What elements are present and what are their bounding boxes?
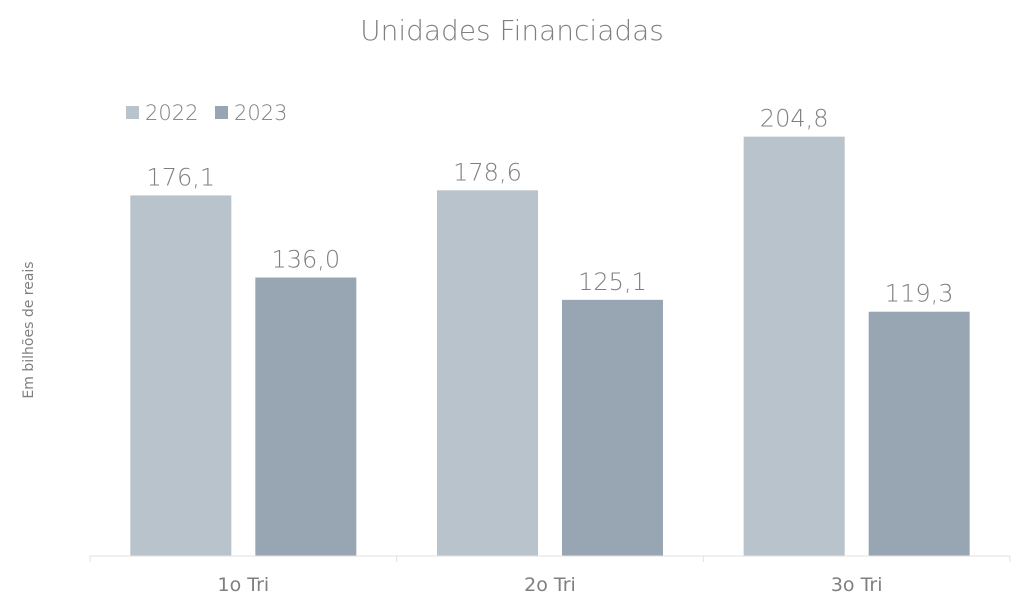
x-axis: 1o Tri 2o Tri 3o Tri (89, 555, 1011, 596)
legend-label-2023: 2023 (234, 101, 287, 125)
legend-swatch-2023 (215, 106, 228, 119)
bar-2023-2 (562, 299, 663, 556)
x-tick-label-1: 1o Tri (218, 574, 270, 596)
data-label-2023-3: 119,3 (885, 280, 954, 308)
x-tick-label-3: 3o Tri (831, 574, 883, 596)
data-labels-group: 176,1 136,0 178,6 125,1 204,8 119,3 (146, 105, 953, 308)
x-tick-label-2: 2o Tri (524, 574, 576, 596)
bar-2022-1 (130, 195, 232, 556)
bar-2022-2 (437, 190, 538, 557)
chart-title: Unidades Financiadas (360, 14, 664, 47)
bar-2023-1 (255, 277, 357, 556)
data-label-2022-3: 204,8 (760, 105, 829, 133)
legend-label-2022: 2022 (145, 101, 198, 125)
bars-group (130, 136, 970, 557)
legend: 2022 2023 (126, 101, 287, 125)
data-label-2023-1: 136,0 (271, 246, 340, 274)
bar-2022-3 (743, 136, 845, 556)
data-label-2022-1: 176,1 (146, 163, 215, 191)
bar-2023-3 (868, 311, 970, 556)
data-label-2022-2: 178,6 (453, 158, 522, 186)
legend-swatch-2022 (126, 106, 139, 119)
data-label-2023-2: 125,1 (578, 268, 647, 296)
y-axis-label: Em bilhões de reais (21, 261, 37, 398)
